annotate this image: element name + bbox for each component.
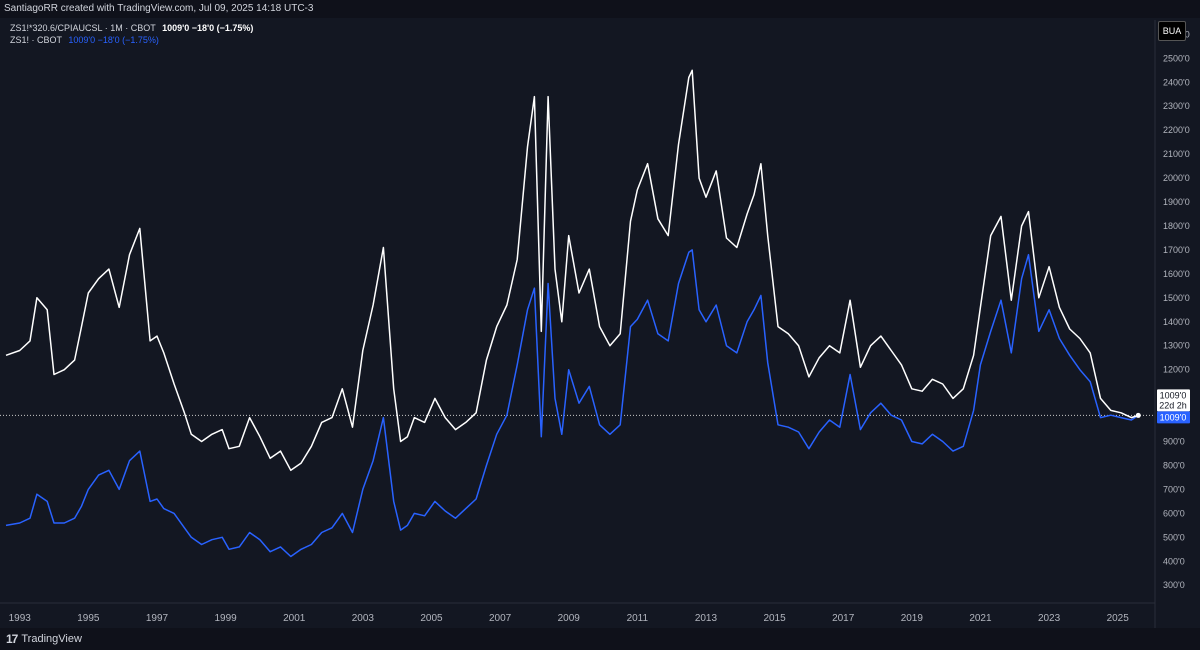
y-tick-label: 2000'0 (1163, 173, 1190, 183)
x-tick-label: 2003 (352, 613, 375, 624)
y-tick-label: 600'0 (1163, 508, 1185, 518)
x-tick-label: 2001 (283, 613, 306, 624)
chart-legend: ZS1!*320.6/CPIAUCSL · 1M · CBOT 1009'0 −… (10, 22, 253, 46)
y-tick-label: 1800'0 (1163, 221, 1190, 231)
x-tick-label: 2011 (627, 613, 649, 624)
x-tick-label: 2019 (901, 613, 924, 624)
x-tick-label: 1995 (77, 613, 100, 624)
y-tick-label: 1400'0 (1163, 317, 1190, 327)
x-tick-label: 2005 (420, 613, 443, 624)
y-tick-label: 2200'0 (1163, 125, 1190, 135)
legend-row-soybeans[interactable]: ZS1! · CBOT 1009'0 −18'0 (−1.75%) (10, 34, 253, 46)
y-tick-label: 1700'0 (1163, 245, 1190, 255)
series-line-soybeans (5, 249, 1139, 558)
legend-soybeans-value: 1009'0 −18'0 (−1.75%) (68, 35, 159, 45)
price-label-white-value: 1009'0 (1160, 390, 1187, 400)
y-tick-label: 1200'0 (1163, 365, 1190, 375)
legend-ratio-label: ZS1!*320.6/CPIAUCSL · 1M · CBOT (10, 23, 156, 33)
price-label-white (1157, 389, 1190, 412)
series-end-marker (1135, 412, 1141, 418)
y-tick-label: 2400'0 (1163, 77, 1190, 87)
y-tick-label: 1500'0 (1163, 293, 1190, 303)
series-line-ratio (5, 69, 1139, 472)
x-tick-label: 2021 (969, 613, 992, 624)
x-tick-label: 1999 (214, 613, 237, 624)
x-tick-label: 2017 (832, 613, 855, 624)
y-tick-label: 400'0 (1163, 556, 1185, 566)
y-tick-label: 900'0 (1163, 437, 1185, 447)
y-tick-label: 2100'0 (1163, 149, 1190, 159)
footer-bar (0, 628, 1200, 650)
y-tick-label: 700'0 (1163, 484, 1185, 494)
y-tick-label: 300'0 (1163, 580, 1185, 590)
y-tick-label: 500'0 (1163, 532, 1185, 542)
y-tick-label: 1300'0 (1163, 341, 1190, 351)
tradingview-brand[interactable]: 17 TradingView (6, 632, 82, 646)
attribution-bar: SantiagoRR created with TradingView.com,… (0, 0, 1200, 18)
x-tick-label: 1993 (9, 613, 32, 624)
legend-soybeans-label: ZS1! · CBOT (10, 35, 62, 45)
y-tick-label: 2300'0 (1163, 101, 1190, 111)
x-tick-label: 1997 (146, 613, 169, 624)
y-tick-label: 800'0 (1163, 460, 1185, 470)
price-label-blue-value: 1009'0 (1160, 412, 1187, 422)
tradingview-brand-text: TradingView (21, 633, 82, 645)
x-tick-label: 2023 (1038, 613, 1061, 624)
legend-ratio-value: 1009'0 −18'0 (−1.75%) (162, 23, 254, 33)
price-label-countdown: 22d 2h (1159, 400, 1187, 410)
legend-row-ratio[interactable]: ZS1!*320.6/CPIAUCSL · 1M · CBOT 1009'0 −… (10, 22, 253, 34)
x-tick-label: 2013 (695, 613, 718, 624)
attribution-text: SantiagoRR created with TradingView.com,… (4, 3, 314, 14)
currency-button[interactable]: BUA (1158, 21, 1186, 41)
x-tick-label: 2015 (763, 613, 786, 624)
y-tick-label: 1900'0 (1163, 197, 1190, 207)
x-tick-label: 2025 (1107, 613, 1130, 624)
y-tick-label: 1600'0 (1163, 269, 1190, 279)
price-label-blue (1157, 411, 1190, 424)
x-tick-label: 2009 (558, 613, 581, 624)
tradingview-logo-icon: 17 (6, 632, 18, 646)
y-tick-label: 2500'0 (1163, 53, 1190, 63)
x-tick-label: 2007 (489, 613, 512, 624)
